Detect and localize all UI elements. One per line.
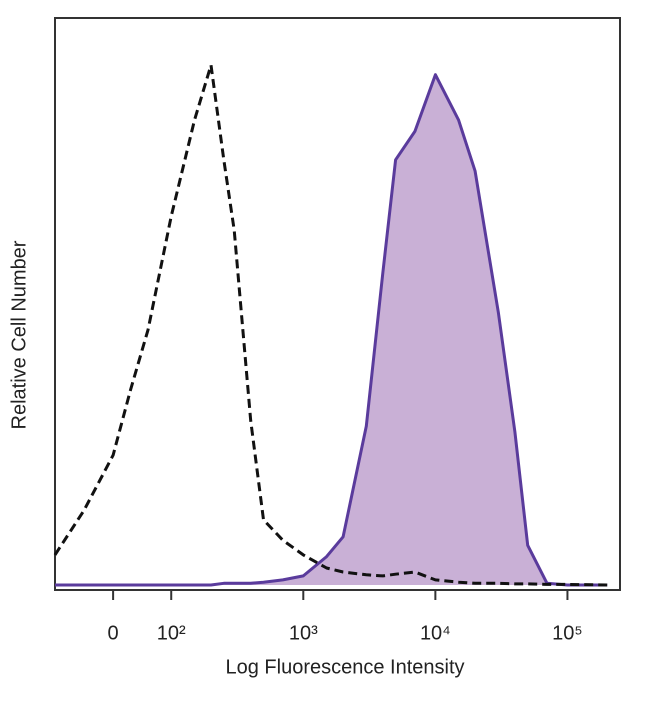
x-tick-label: 10²: [157, 622, 186, 644]
x-tick-label: 10⁴: [420, 622, 451, 644]
x-tick-label: 10⁵: [552, 622, 583, 644]
x-axis-label: Log Fluorescence Intensity: [225, 656, 464, 678]
area: [55, 74, 608, 585]
x-tick-label: 10³: [289, 622, 318, 644]
x-tick-label: 0: [108, 622, 119, 644]
y-axis-label: Relative Cell Number: [8, 240, 30, 429]
line: [53, 63, 608, 587]
line: [55, 73, 608, 587]
plot-frame: [54, 17, 621, 591]
